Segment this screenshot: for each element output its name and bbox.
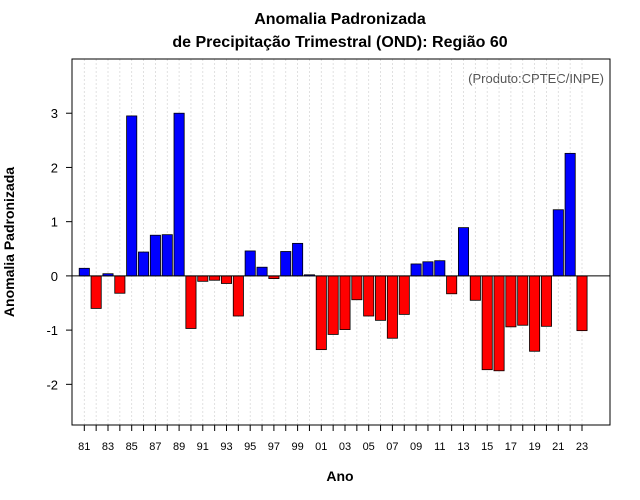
bar-20 xyxy=(540,275,552,327)
bar-22 xyxy=(564,152,576,277)
bar-89 xyxy=(173,112,185,277)
x-tick-label: 97 xyxy=(268,441,280,453)
x-tick-label: 99 xyxy=(291,441,303,453)
x-tick-label: 87 xyxy=(149,441,161,453)
x-tick-label: 11 xyxy=(434,441,445,453)
x-tick-label: 21 xyxy=(552,441,564,453)
credit-label: (Produto:CPTEC/INPE) xyxy=(468,71,604,86)
x-tick-label: 09 xyxy=(410,441,422,453)
bar-93 xyxy=(220,275,232,284)
bar-15 xyxy=(481,275,493,371)
bar-14 xyxy=(469,275,481,301)
x-tick-label: 07 xyxy=(386,441,398,453)
bars xyxy=(78,112,588,372)
y-axis: -2 -1 0 1 2 3 xyxy=(46,106,72,392)
x-tick-label: 83 xyxy=(102,441,114,453)
bar-99 xyxy=(292,242,304,277)
bar-96 xyxy=(256,266,268,277)
x-tick-label: 23 xyxy=(576,441,588,453)
x-tick-label: 05 xyxy=(363,441,375,453)
y-tick-label: -2 xyxy=(46,377,58,392)
bar-01 xyxy=(315,275,327,351)
x-tick-label: 19 xyxy=(528,441,540,453)
bar-91 xyxy=(197,275,209,282)
bar-90 xyxy=(185,275,197,329)
bar-17 xyxy=(505,275,517,328)
x-tick-label: 89 xyxy=(173,441,185,453)
plot-frame xyxy=(71,58,611,426)
bar-16 xyxy=(493,275,505,372)
bar-11 xyxy=(434,260,446,277)
bar-10 xyxy=(422,261,434,277)
chart-title: Anomalia Padronizada xyxy=(254,11,426,28)
bar-04 xyxy=(351,275,363,301)
x-tick-label: 81 xyxy=(78,441,90,453)
bar-82 xyxy=(90,275,102,309)
bar-08 xyxy=(398,275,410,315)
grid-lines xyxy=(83,59,583,425)
bar-07 xyxy=(386,275,398,339)
bar-88 xyxy=(161,234,173,277)
x-tick-label: 03 xyxy=(339,441,351,453)
bar-18 xyxy=(517,275,529,326)
bar-98 xyxy=(280,251,292,277)
bar-84 xyxy=(114,275,126,294)
bar-06 xyxy=(375,275,387,321)
x-tick-label: 93 xyxy=(220,441,232,453)
x-axis: 81 83 85 87 89 91 93 95 97 99 01 03 05 07 09 11 13 15 17 19… xyxy=(78,425,588,453)
x-tick-label: 85 xyxy=(126,441,138,453)
y-tick-label: 0 xyxy=(51,269,58,284)
bar-95 xyxy=(244,250,256,277)
y-tick-label: 3 xyxy=(51,106,58,121)
x-tick-label: 15 xyxy=(481,441,493,453)
y-tick-label: -1 xyxy=(46,323,58,338)
x-tick-label: 13 xyxy=(457,441,469,453)
chart-subtitle: de Precipitação Trimestral (OND): Região… xyxy=(172,34,507,51)
bar-81 xyxy=(78,267,90,277)
x-tick-label: 91 xyxy=(197,441,209,453)
bar-87 xyxy=(149,234,161,277)
bar-23 xyxy=(576,275,588,332)
x-axis-label: Ano xyxy=(326,468,353,484)
bar-03 xyxy=(339,275,351,330)
bar-19 xyxy=(529,275,541,352)
bar-13 xyxy=(457,227,469,277)
bar-92 xyxy=(209,275,221,281)
y-tick-label: 1 xyxy=(51,215,58,230)
bar-09 xyxy=(410,263,422,277)
bar-85 xyxy=(126,115,138,277)
y-tick-label: 2 xyxy=(51,160,58,175)
x-tick-label: 01 xyxy=(315,441,327,453)
bar-02 xyxy=(327,275,339,335)
y-axis-label: Anomalia Padronizada xyxy=(1,167,17,317)
bar-94 xyxy=(232,275,244,317)
bar-21 xyxy=(552,209,564,277)
bar-12 xyxy=(446,275,458,295)
bar-86 xyxy=(138,251,150,277)
x-tick-label: 95 xyxy=(244,441,256,453)
x-tick-label: 17 xyxy=(505,441,517,453)
bar-05 xyxy=(363,275,375,317)
